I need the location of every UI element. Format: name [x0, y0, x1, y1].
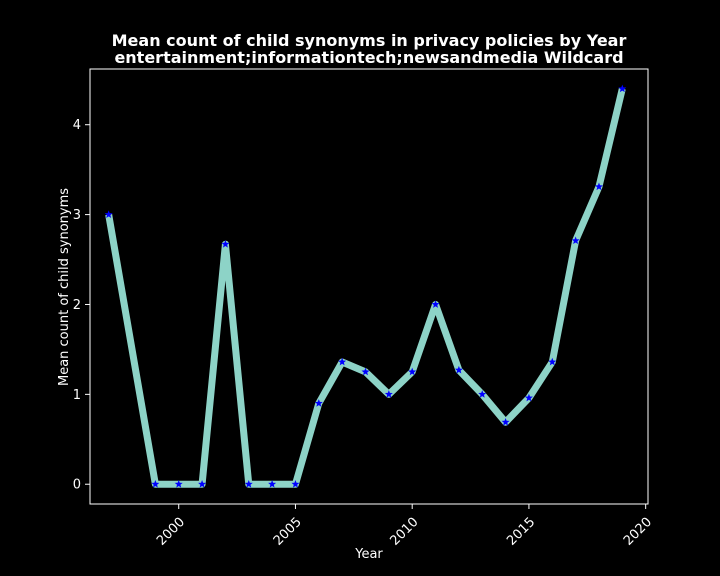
- y-tick-label: 3: [73, 208, 81, 223]
- data-point: [571, 236, 580, 245]
- chart-title-line2: entertainment;informationtech;newsandmed…: [114, 48, 623, 67]
- data-point: [151, 480, 160, 488]
- data-point: [408, 367, 417, 376]
- data-point: [361, 367, 370, 376]
- data-point: [524, 393, 533, 402]
- data-point: [104, 210, 113, 218]
- data-point: [221, 240, 230, 248]
- x-tick-label: 2010: [388, 515, 422, 549]
- data-point: [174, 480, 183, 488]
- data-point: [338, 357, 347, 366]
- data-point: [198, 480, 207, 488]
- y-axis-label: Mean count of child synonyms: [57, 188, 72, 386]
- data-point: [384, 390, 393, 398]
- x-tick-label: 2005: [271, 515, 305, 549]
- x-tick-label: 2000: [154, 515, 188, 549]
- y-tick-label: 2: [73, 298, 81, 313]
- data-point: [501, 418, 510, 426]
- x-axis-label: Year: [354, 547, 383, 562]
- data-point: [618, 84, 627, 93]
- data-series: [104, 84, 627, 488]
- x-tick-label: 2015: [504, 515, 538, 549]
- chart-title-line1: Mean count of child synonyms in privacy …: [112, 31, 627, 50]
- data-point: [291, 480, 300, 488]
- data-point: [268, 480, 277, 488]
- data-point: [454, 365, 463, 374]
- y-tick-label: 1: [73, 388, 81, 403]
- data-point: [431, 300, 440, 308]
- plot-frame: [89, 68, 649, 505]
- series-line: [105, 87, 626, 488]
- data-point: [548, 357, 557, 366]
- x-tick-label: 2020: [621, 515, 655, 549]
- y-tick-label: 0: [73, 478, 81, 493]
- data-point: [244, 480, 253, 488]
- data-point: [478, 390, 487, 398]
- data-point: [594, 182, 603, 191]
- y-tick-label: 4: [73, 118, 81, 133]
- data-point: [314, 399, 323, 407]
